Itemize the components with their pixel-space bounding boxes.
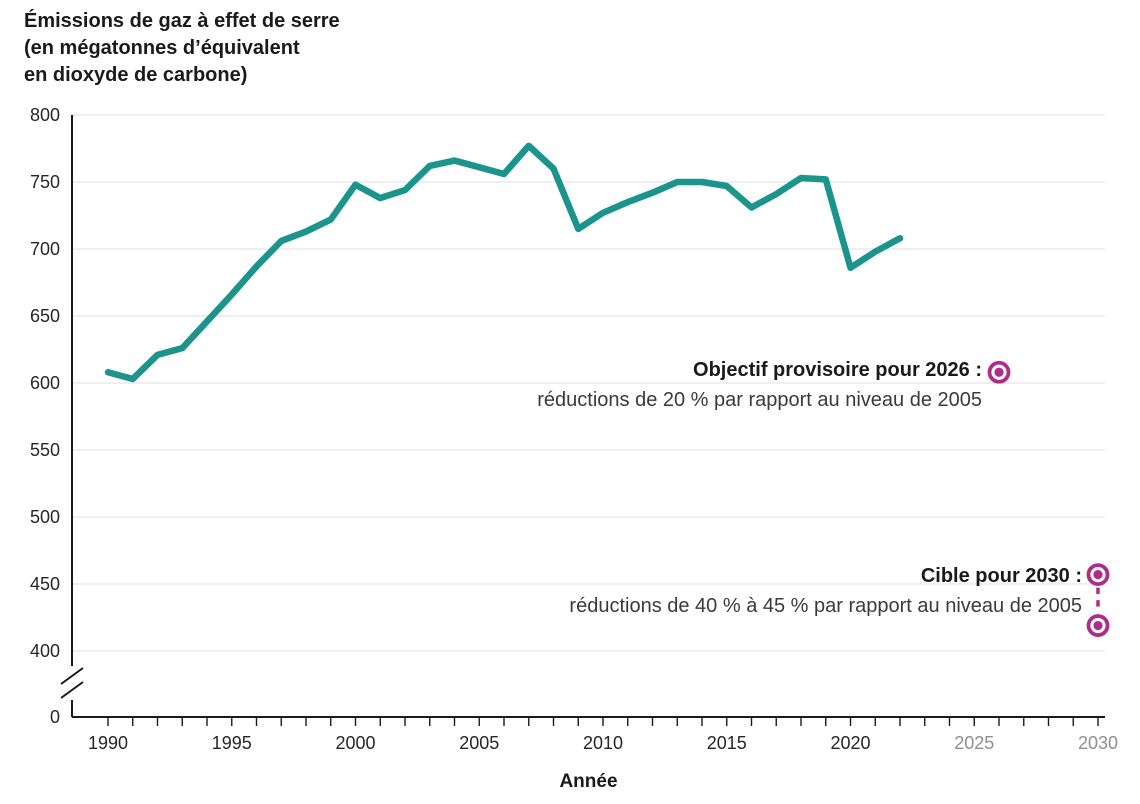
x-tick-label-2005: 2005 bbox=[459, 733, 499, 753]
y-tick-label-0: 0 bbox=[50, 707, 60, 727]
y-tick-label-400: 400 bbox=[30, 641, 60, 661]
axis-break-slash-icon bbox=[60, 667, 84, 685]
y-tick-label-650: 650 bbox=[30, 306, 60, 326]
y-tick-label-550: 550 bbox=[30, 440, 60, 460]
x-tick-label-2020: 2020 bbox=[830, 733, 870, 753]
x-tick-label-2025: 2025 bbox=[954, 733, 994, 753]
chart-title: Émissions de gaz à effet de serre (en mé… bbox=[24, 10, 340, 86]
emissions-line bbox=[104, 142, 904, 383]
annotation-target-2030: Cible pour 2030 : réductions de 40 % à 4… bbox=[569, 561, 1082, 621]
y-tick-label-600: 600 bbox=[30, 373, 60, 393]
x-tick-label-2030: 2030 bbox=[1078, 733, 1118, 753]
y-tick-label-450: 450 bbox=[30, 574, 60, 594]
x-axis-title: Année bbox=[559, 771, 618, 792]
target-marker-dot-icon bbox=[994, 367, 1004, 377]
axis-break-slash-icon bbox=[60, 681, 84, 699]
target-marker-dot-icon bbox=[1093, 570, 1103, 580]
annotation-2026-description: réductions de 20 % par rapport au niveau… bbox=[537, 389, 982, 411]
annotation-2026-label: Objectif provisoire pour 2026 : bbox=[693, 359, 982, 381]
y-tick-label-750: 750 bbox=[30, 172, 60, 192]
x-tick-label-2015: 2015 bbox=[707, 733, 747, 753]
y-tick-label-500: 500 bbox=[30, 507, 60, 527]
x-tick-label-2000: 2000 bbox=[335, 733, 375, 753]
x-tick-label-1995: 1995 bbox=[212, 733, 252, 753]
target-marker-dot-icon bbox=[1093, 620, 1103, 631]
y-tick-label-800: 800 bbox=[30, 105, 60, 125]
annotation-2030-description: réductions de 40 % à 45 % par rapport au… bbox=[569, 595, 1082, 617]
annotation-2030-label: Cible pour 2030 : bbox=[920, 565, 1082, 587]
x-tick-label-1990: 1990 bbox=[88, 733, 128, 753]
annotation-objective-2026: Objectif provisoire pour 2026 : réductio… bbox=[537, 355, 982, 415]
x-tick-label-2010: 2010 bbox=[583, 733, 623, 753]
y-tick-label-700: 700 bbox=[30, 239, 60, 259]
